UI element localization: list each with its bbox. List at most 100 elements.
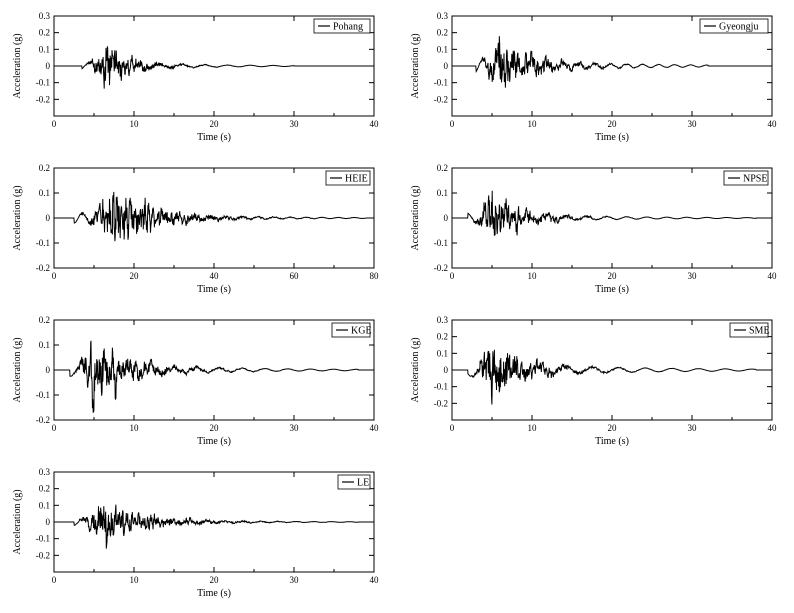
x-tick-label: 40 (370, 119, 380, 129)
y-tick-label: -0.2 (434, 398, 448, 408)
x-axis-title: Time (s) (595, 436, 629, 447)
x-tick-label: 20 (608, 423, 618, 433)
y-tick-label: 0.2 (39, 315, 50, 325)
legend-label: Pohang (333, 22, 363, 33)
y-tick-label: -0.1 (36, 390, 50, 400)
chart-panel-kge: 010203040-0.2-0.100.10.2Time (s)Accelera… (8, 312, 388, 452)
x-tick-label: 30 (290, 119, 300, 129)
legend-label: Gyeongju (719, 22, 758, 33)
x-axis-title: Time (s) (197, 284, 231, 295)
legend-label: SME (749, 326, 770, 337)
y-tick-label: 0 (46, 365, 51, 375)
seismogram-sme: 010203040-0.2-0.100.10.20.3Time (s)Accel… (406, 312, 786, 452)
x-tick-label: 40 (210, 271, 220, 281)
seismogram-pohang: 010203040-0.2-0.100.10.20.3Time (s)Accel… (8, 8, 388, 148)
y-tick-label: 0.1 (437, 188, 448, 198)
y-tick-label: 0 (46, 213, 51, 223)
x-tick-label: 0 (450, 271, 455, 281)
x-tick-label: 20 (130, 271, 140, 281)
x-axis-title: Time (s) (595, 132, 629, 143)
x-tick-label: 20 (210, 575, 220, 585)
y-tick-label: 0 (444, 213, 449, 223)
y-axis-title: Acceleration (g) (12, 33, 23, 98)
trace (54, 46, 374, 88)
trace (452, 36, 772, 87)
y-tick-label: 0.2 (39, 163, 50, 173)
x-tick-label: 20 (608, 119, 618, 129)
y-tick-label: -0.2 (434, 263, 448, 273)
y-tick-label: 0.2 (39, 28, 50, 38)
chart-panel-le: 010203040-0.2-0.100.10.20.3Time (s)Accel… (8, 464, 388, 604)
x-tick-label: 10 (528, 119, 538, 129)
y-tick-label: -0.1 (36, 238, 50, 248)
x-tick-label: 40 (768, 423, 778, 433)
y-tick-label: 0.3 (39, 11, 51, 21)
x-axis-title: Time (s) (197, 588, 231, 599)
x-tick-label: 10 (130, 575, 140, 585)
x-tick-label: 0 (450, 423, 455, 433)
legend-label: LE (357, 478, 369, 489)
x-tick-label: 20 (210, 119, 220, 129)
legend-label: KGE (351, 326, 372, 337)
x-tick-label: 30 (290, 423, 300, 433)
x-tick-label: 0 (450, 119, 455, 129)
y-tick-label: 0.1 (437, 44, 448, 54)
y-axis-title: Acceleration (g) (410, 33, 421, 98)
trace (54, 341, 374, 412)
chart-panel-sme: 010203040-0.2-0.100.10.20.3Time (s)Accel… (406, 312, 786, 452)
chart-panel-heie: 020406080-0.2-0.100.10.2Time (s)Accelera… (8, 160, 388, 300)
chart-panel-pohang: 010203040-0.2-0.100.10.20.3Time (s)Accel… (8, 8, 388, 148)
seismogram-npse: 010203040-0.2-0.100.10.2Time (s)Accelera… (406, 160, 786, 300)
y-tick-label: 0.1 (39, 340, 50, 350)
x-tick-label: 10 (130, 423, 140, 433)
y-tick-label: 0.1 (39, 188, 50, 198)
x-tick-label: 30 (290, 575, 300, 585)
x-tick-label: 0 (52, 119, 57, 129)
y-tick-label: -0.2 (36, 415, 50, 425)
y-axis-title: Acceleration (g) (12, 489, 23, 554)
legend-label: NPSE (743, 174, 767, 185)
trace (452, 350, 772, 405)
x-tick-label: 30 (688, 271, 698, 281)
trace (452, 191, 772, 236)
y-tick-label: -0.1 (36, 534, 50, 544)
seismogram-le: 010203040-0.2-0.100.10.20.3Time (s)Accel… (8, 464, 388, 604)
x-tick-label: 0 (52, 575, 57, 585)
x-tick-label: 10 (528, 271, 538, 281)
trace (54, 505, 374, 549)
y-tick-label: -0.2 (36, 94, 50, 104)
y-tick-label: 0 (444, 61, 449, 71)
y-tick-label: 0 (46, 517, 51, 527)
x-tick-label: 60 (290, 271, 300, 281)
chart-panel-npse: 010203040-0.2-0.100.10.2Time (s)Accelera… (406, 160, 786, 300)
y-axis-title: Acceleration (g) (12, 337, 23, 402)
x-tick-label: 80 (370, 271, 380, 281)
y-tick-label: -0.2 (36, 263, 50, 273)
y-tick-label: 0.1 (39, 44, 50, 54)
chart-grid: 0 10 20 30 40 -0.2 -0.1 0 0.1 0.2 0.3 Time (s) Accel… (8, 8, 786, 604)
y-axis-title: Acceleration (g) (12, 185, 23, 250)
trace (54, 192, 374, 241)
seismogram-heie: 020406080-0.2-0.100.10.2Time (s)Accelera… (8, 160, 388, 300)
y-tick-label: -0.2 (434, 94, 448, 104)
y-axis-title: Acceleration (g) (410, 185, 421, 250)
legend-label: HEIE (345, 174, 368, 185)
y-tick-label: -0.1 (434, 238, 448, 248)
seismogram-gyeongju: 010203040-0.2-0.100.10.20.3Time (s)Accel… (406, 8, 786, 148)
y-tick-label: 0.1 (437, 348, 448, 358)
y-tick-label: 0.3 (437, 315, 449, 325)
y-tick-label: -0.1 (434, 78, 448, 88)
x-tick-label: 20 (608, 271, 618, 281)
x-tick-label: 40 (370, 423, 380, 433)
x-tick-label: 40 (768, 119, 778, 129)
x-tick-label: 10 (528, 423, 538, 433)
x-tick-label: 20 (210, 423, 220, 433)
x-tick-label: 40 (768, 271, 778, 281)
x-axis-title: Time (s) (197, 436, 231, 447)
y-tick-label: -0.1 (434, 382, 448, 392)
y-tick-label: -0.2 (36, 550, 50, 560)
y-tick-label: 0.3 (39, 467, 51, 477)
x-tick-label: 40 (370, 575, 380, 585)
y-tick-label: 0.2 (39, 484, 50, 494)
x-axis-title: Time (s) (595, 284, 629, 295)
